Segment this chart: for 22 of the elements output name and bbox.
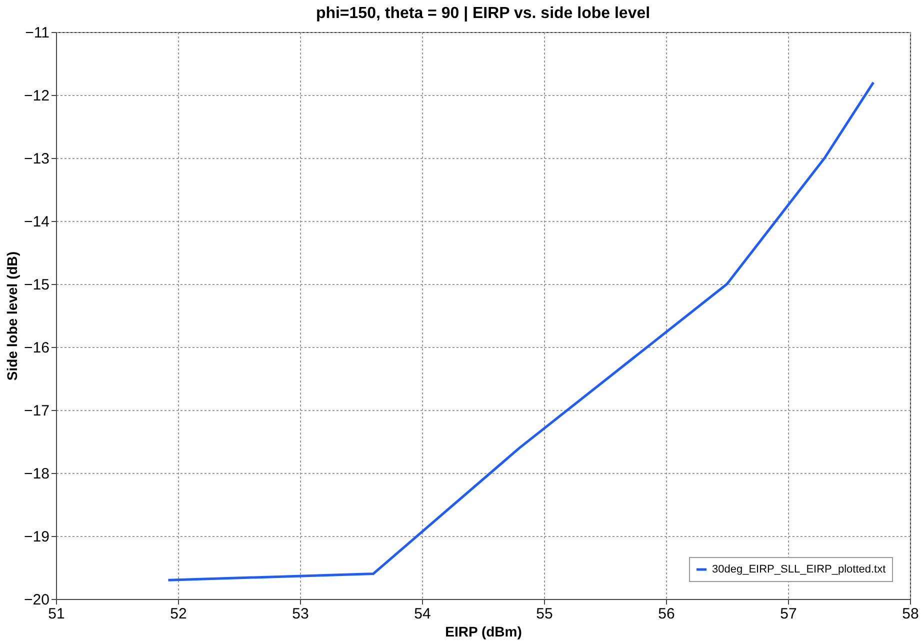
y-tick-label: −11 bbox=[25, 24, 50, 42]
x-tick-label: 55 bbox=[536, 606, 553, 622]
y-tick-label: −14 bbox=[24, 214, 50, 230]
y-tick-label: −15 bbox=[24, 276, 50, 294]
x-tick-label: 56 bbox=[658, 606, 675, 622]
x-tick-label: 52 bbox=[170, 606, 187, 622]
x-tick-label: 53 bbox=[292, 606, 309, 622]
y-tick-label: −18 bbox=[24, 466, 50, 482]
x-tick-label: 51 bbox=[48, 606, 65, 622]
chart-title: phi=150, theta = 90 | EIRP vs. side lobe level bbox=[316, 5, 650, 22]
legend-label: 30deg_EIRP_SLL_EIRP_plotted.txt bbox=[712, 564, 886, 576]
y-tick-label: −12 bbox=[24, 88, 50, 104]
x-axis-title: EIRP (dBm) bbox=[445, 624, 522, 640]
x-tick-label: 57 bbox=[780, 606, 797, 622]
y-tick-label: −16 bbox=[24, 340, 50, 356]
x-tick-label: 54 bbox=[414, 606, 431, 622]
y-tick-label: −20 bbox=[24, 592, 50, 608]
y-tick-label: −19 bbox=[24, 528, 50, 546]
x-tick-label: 58 bbox=[902, 606, 919, 622]
y-tick-label: −13 bbox=[24, 150, 50, 168]
y-axis-title: Side lobe level (dB) bbox=[4, 251, 20, 381]
y-tick-label: −17 bbox=[24, 402, 50, 420]
